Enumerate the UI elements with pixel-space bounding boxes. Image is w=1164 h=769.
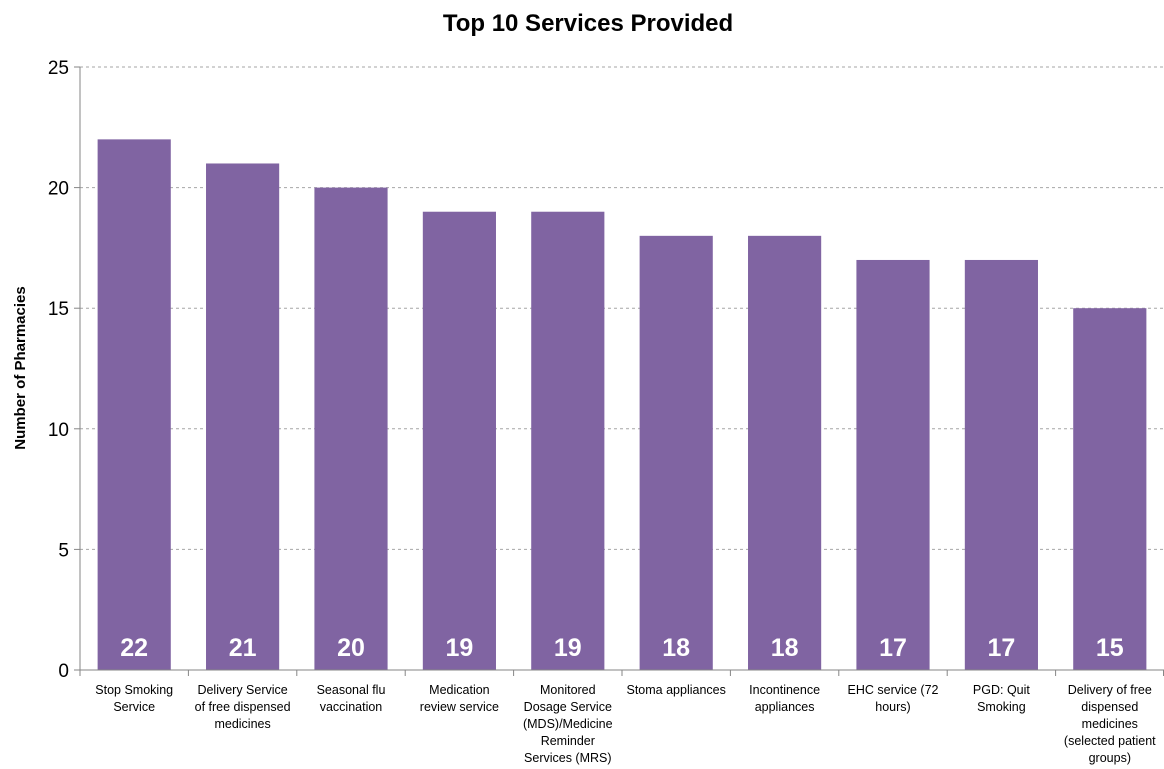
y-tick-label: 0 <box>58 661 69 682</box>
bar-value-label: 18 <box>662 634 690 662</box>
y-tick-label: 5 <box>58 540 69 561</box>
x-tick-label: EHC service (72 hours) <box>848 683 939 714</box>
y-tick-label: 25 <box>48 58 69 79</box>
x-tick-label: Delivery of free dispensed medicines (selec… <box>1064 683 1156 765</box>
y-axis-label: Number of Pharmacies <box>12 286 29 449</box>
y-tick-label: 20 <box>48 179 69 200</box>
bar-value-label: 18 <box>771 634 799 662</box>
bar <box>639 235 713 670</box>
bars: 22 21 20 19 19 18 18 17 17 15 <box>97 139 1147 671</box>
x-tick-label: Incontinence appliances <box>749 683 820 714</box>
x-axis: Stop Smoking Service Delivery Service of fr… <box>79 669 1164 765</box>
chart-title: Top 10 Services Provided <box>442 10 734 37</box>
bar <box>856 259 930 670</box>
bar <box>206 163 280 671</box>
bar-value-label: 17 <box>879 634 907 662</box>
bar <box>1073 308 1147 670</box>
x-tick-label: Medication review service <box>420 683 499 714</box>
bar <box>97 139 171 671</box>
bar-value-label: 19 <box>554 634 582 662</box>
x-tick-label: Delivery Service of free dispensed medicin… <box>195 683 291 731</box>
bar-value-label: 21 <box>229 634 257 662</box>
y-tick-label: 15 <box>48 299 69 320</box>
x-tick-label: Seasonal flu vaccination <box>317 683 386 714</box>
bar-value-label: 22 <box>120 634 148 662</box>
x-tick-label: PGD: Quit Smoking <box>973 683 1030 714</box>
bar-value-label: 17 <box>987 634 1015 662</box>
y-tick-label: 10 <box>48 420 69 441</box>
x-tick-label: Stoma appliances <box>627 683 726 697</box>
bar-value-label: 15 <box>1096 634 1124 662</box>
bar-value-label: 20 <box>337 634 365 662</box>
bar <box>964 259 1038 670</box>
bar <box>314 187 388 670</box>
bar <box>422 211 496 670</box>
y-axis: 0 5 10 15 20 25 <box>48 58 81 682</box>
bar <box>748 235 822 670</box>
bar-value-label: 19 <box>445 634 473 662</box>
bar <box>531 211 605 670</box>
x-tick-label: Monitored Dosage Service (MDS)/Medicine Rem… <box>523 683 613 765</box>
x-tick-label: Stop Smoking Service <box>95 683 173 714</box>
